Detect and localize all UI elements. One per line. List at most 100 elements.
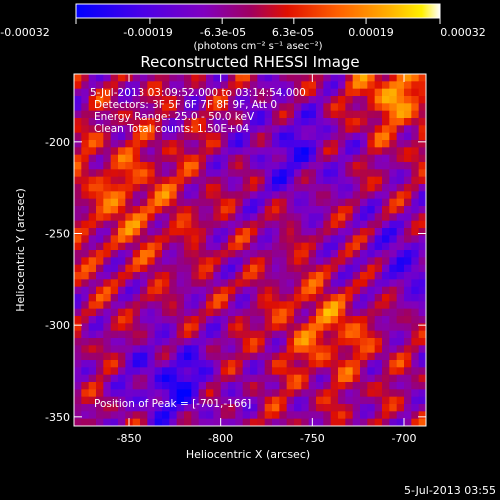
heatmap-cell <box>419 316 427 324</box>
heatmap-cell <box>213 199 221 207</box>
heatmap-cell <box>177 331 185 339</box>
heatmap-cell <box>199 206 207 214</box>
heatmap-cell <box>206 177 214 185</box>
heatmap-cell <box>221 367 229 375</box>
heatmap-cell <box>133 360 141 368</box>
heatmap-cell <box>162 419 170 427</box>
heatmap-cell <box>81 345 89 353</box>
heatmap-cell <box>294 250 302 258</box>
heatmap-cell <box>316 177 324 185</box>
heatmap-cell <box>118 177 126 185</box>
heatmap-cell <box>228 243 236 251</box>
heatmap-cell <box>265 184 273 192</box>
heatmap-cell <box>133 338 141 346</box>
heatmap-cell <box>147 243 155 251</box>
heatmap-cell <box>162 272 170 280</box>
heatmap-cell <box>103 353 111 361</box>
heatmap-cell <box>353 243 361 251</box>
heatmap-cell <box>404 169 412 177</box>
heatmap-cell <box>389 81 397 89</box>
heatmap-cell <box>419 353 427 361</box>
heatmap-cell <box>206 250 214 258</box>
heatmap-cell <box>367 294 375 302</box>
heatmap-cell <box>309 382 317 390</box>
heatmap-cell <box>301 162 309 170</box>
heatmap-cell <box>272 169 280 177</box>
heatmap-cell <box>206 301 214 309</box>
heatmap-cell <box>265 243 273 251</box>
heatmap-cell <box>353 162 361 170</box>
heatmap-cell <box>235 382 243 390</box>
heatmap-cell <box>309 257 317 265</box>
heatmap-cell <box>155 257 163 265</box>
heatmap-cell <box>279 199 287 207</box>
heatmap-cell <box>243 353 251 361</box>
heatmap-cell <box>389 389 397 397</box>
heatmap-cell <box>250 279 258 287</box>
heatmap-cell <box>147 147 155 155</box>
heatmap-cell <box>111 323 119 331</box>
heatmap-cell <box>338 250 346 258</box>
heatmap-cell <box>375 331 383 339</box>
heatmap-cell <box>316 323 324 331</box>
heatmap-cell <box>257 250 265 258</box>
heatmap-cell <box>279 279 287 287</box>
heatmap-cell <box>323 331 331 339</box>
heatmap-cell <box>133 221 141 229</box>
heatmap-cell <box>301 287 309 295</box>
heatmap-cell <box>89 331 97 339</box>
heatmap-cell <box>360 206 368 214</box>
heatmap-cell <box>265 323 273 331</box>
heatmap-cell <box>243 184 251 192</box>
heatmap-cell <box>228 323 236 331</box>
heatmap-cell <box>250 74 258 82</box>
heatmap-cell <box>272 331 280 339</box>
heatmap-cell <box>213 360 221 368</box>
heatmap-cell <box>301 353 309 361</box>
heatmap-cell <box>155 323 163 331</box>
heatmap-cell <box>309 103 317 111</box>
heatmap-cell <box>309 81 317 89</box>
heatmap-cell <box>111 169 119 177</box>
heatmap-cell <box>228 213 236 221</box>
heatmap-cell <box>250 353 258 361</box>
heatmap-cell <box>74 309 82 317</box>
heatmap-cell <box>191 184 199 192</box>
heatmap-cell <box>184 169 192 177</box>
heatmap-cell <box>397 81 405 89</box>
heatmap-cell <box>257 191 265 199</box>
heatmap-cell <box>301 250 309 258</box>
heatmap-cell <box>353 419 361 427</box>
heatmap-cell <box>169 389 177 397</box>
heatmap-cell <box>125 206 133 214</box>
heatmap-cell <box>367 96 375 104</box>
heatmap-cell <box>228 382 236 390</box>
heatmap-cell <box>133 279 141 287</box>
heatmap-cell <box>287 103 295 111</box>
heatmap-cell <box>74 375 82 383</box>
heatmap-cell <box>103 279 111 287</box>
heatmap-cell <box>404 177 412 185</box>
heatmap-cell <box>367 360 375 368</box>
heatmap-cell <box>206 213 214 221</box>
heatmap-cell <box>140 177 148 185</box>
heatmap-cell <box>279 367 287 375</box>
heatmap-cell <box>169 199 177 207</box>
heatmap-cell <box>235 411 243 419</box>
heatmap-cell <box>235 74 243 82</box>
heatmap-cell <box>345 316 353 324</box>
heatmap-cell <box>184 367 192 375</box>
heatmap-cell <box>279 404 287 412</box>
heatmap-cell <box>404 213 412 221</box>
heatmap-cell <box>265 155 273 163</box>
heatmap-cell <box>353 265 361 273</box>
heatmap-cell <box>169 353 177 361</box>
heatmap-cell <box>221 169 229 177</box>
heatmap-cell <box>345 228 353 236</box>
heatmap-cell <box>404 375 412 383</box>
colorbar-ticks <box>76 18 440 24</box>
chart-title: Reconstructed RHESSI Image <box>140 53 359 71</box>
heatmap-cell <box>103 367 111 375</box>
heatmap-cell <box>169 184 177 192</box>
heatmap-cell <box>309 338 317 346</box>
